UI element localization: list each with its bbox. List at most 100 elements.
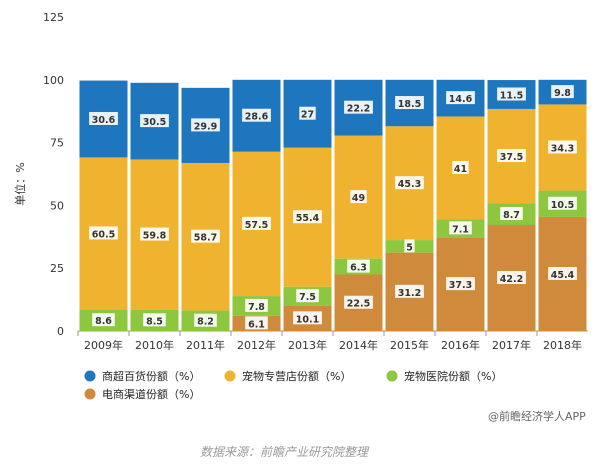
y-tick-label: 25 <box>50 262 64 275</box>
data-label: 10.1 <box>296 314 319 325</box>
data-label: 6.3 <box>350 263 367 274</box>
data-label-bg <box>242 216 271 230</box>
x-tick-label: 2017年 <box>492 338 531 352</box>
x-tick-label: 2012年 <box>237 338 276 352</box>
x-tick-label: 2009年 <box>84 338 123 352</box>
data-label-bg <box>497 87 526 101</box>
data-label: 55.4 <box>296 213 320 224</box>
data-label: 45.3 <box>398 179 421 190</box>
data-label-bg <box>140 227 169 241</box>
data-label-bg <box>350 190 367 204</box>
data-label: 7.5 <box>299 292 316 303</box>
legend: 商超百货份额（%） 宠物专营店份额（%） 宠物医院份额（%） 电商渠道份额（%） <box>84 369 502 401</box>
data-label: 29.9 <box>194 121 217 132</box>
x-tick-label: 2015年 <box>390 338 429 352</box>
legend-label: 电商渠道份额（%） <box>102 387 200 401</box>
x-tick-label: 2014年 <box>339 338 378 352</box>
data-label: 31.2 <box>398 288 421 299</box>
y-axis-label: 单位：% <box>13 162 27 205</box>
data-label: 14.6 <box>449 94 473 105</box>
data-label-bg <box>299 106 316 120</box>
legend-label: 宠物专营店份额（%） <box>242 369 351 383</box>
data-label: 58.7 <box>194 233 217 244</box>
y-tick-label: 100 <box>43 74 64 87</box>
data-label: 8.7 <box>503 210 520 221</box>
data-label-bg <box>497 270 526 284</box>
data-label: 18.5 <box>398 99 421 110</box>
x-tick-label: 2011年 <box>186 338 225 352</box>
data-label-bg <box>293 311 322 325</box>
data-label: 45.4 <box>551 270 575 281</box>
data-label-bg <box>194 313 217 327</box>
data-label-bg <box>191 229 220 243</box>
x-tick-label: 2010年 <box>135 338 174 352</box>
data-label: 7.1 <box>452 224 469 235</box>
x-tick-label: 2018年 <box>543 338 582 352</box>
data-label: 37.5 <box>500 152 523 163</box>
data-label: 27 <box>301 110 314 121</box>
data-label-bg <box>89 111 118 125</box>
data-label: 8.5 <box>146 316 163 327</box>
data-label: 8.2 <box>197 317 214 328</box>
data-label: 42.2 <box>500 274 523 285</box>
data-label-bg <box>191 118 220 132</box>
data-label-bg <box>449 221 472 235</box>
y-tick-label: 50 <box>50 199 64 212</box>
data-label: 22.5 <box>347 299 370 310</box>
x-tick-label: 2013年 <box>288 338 327 352</box>
data-label-bg <box>140 114 169 128</box>
data-label: 28.6 <box>245 112 269 123</box>
data-label-bg <box>548 266 577 280</box>
x-tick-label: 2016年 <box>441 338 480 352</box>
source-note: 数据来源：前瞻产业研究院整理 <box>200 445 370 459</box>
legend-marker <box>84 388 96 400</box>
data-label-bg <box>395 284 424 298</box>
data-label: 60.5 <box>92 229 115 240</box>
data-labels: 8.660.530.68.559.830.58.258.729.96.17.85… <box>89 85 577 330</box>
data-label: 34.3 <box>551 143 574 154</box>
y-tick-label: 125 <box>43 11 64 24</box>
data-label-bg <box>446 91 475 105</box>
data-label: 59.8 <box>143 231 167 242</box>
legend-label: 商超百货份额（%） <box>102 369 200 383</box>
data-label-bg <box>551 85 574 99</box>
data-label: 30.6 <box>92 115 116 126</box>
data-label-bg <box>296 289 319 303</box>
legend-marker <box>386 370 398 382</box>
watermark: @前瞻经济学人APP <box>488 409 586 423</box>
data-label: 9.8 <box>554 88 571 99</box>
data-label: 8.6 <box>95 316 112 327</box>
data-label: 10.5 <box>551 200 574 211</box>
data-label-bg <box>245 316 268 330</box>
data-label-bg <box>344 100 373 114</box>
data-label-bg <box>395 176 424 190</box>
data-label: 11.5 <box>500 90 523 101</box>
data-label: 7.8 <box>248 302 265 313</box>
data-label-bg <box>446 277 475 291</box>
data-label: 22.2 <box>347 104 370 115</box>
data-label-bg <box>293 210 322 224</box>
data-label-bg <box>89 226 118 240</box>
data-label: 37.3 <box>449 280 472 291</box>
y-tick-label: 0 <box>57 325 64 338</box>
data-label-bg <box>344 295 373 309</box>
data-label-bg <box>395 96 424 110</box>
data-label: 49 <box>352 193 365 204</box>
data-label-bg <box>92 313 115 327</box>
axes: 0 25 50 75 100 125 单位：% 2009年 2010年 2011年 2012年 201… <box>13 11 588 352</box>
data-label: 30.5 <box>143 117 166 128</box>
data-label: 5 <box>406 242 413 253</box>
data-label: 41 <box>454 164 467 175</box>
data-label-bg <box>548 196 577 210</box>
data-label-bg <box>404 239 415 253</box>
data-label-bg <box>500 207 523 221</box>
data-label-bg <box>347 259 370 273</box>
data-label: 6.1 <box>248 319 265 330</box>
data-label-bg <box>497 149 526 163</box>
legend-label: 宠物医院份额（%） <box>404 369 502 383</box>
data-label-bg <box>143 313 166 327</box>
data-label-bg <box>452 160 469 174</box>
y-tick-label: 75 <box>50 137 64 150</box>
data-label-bg <box>242 108 271 122</box>
